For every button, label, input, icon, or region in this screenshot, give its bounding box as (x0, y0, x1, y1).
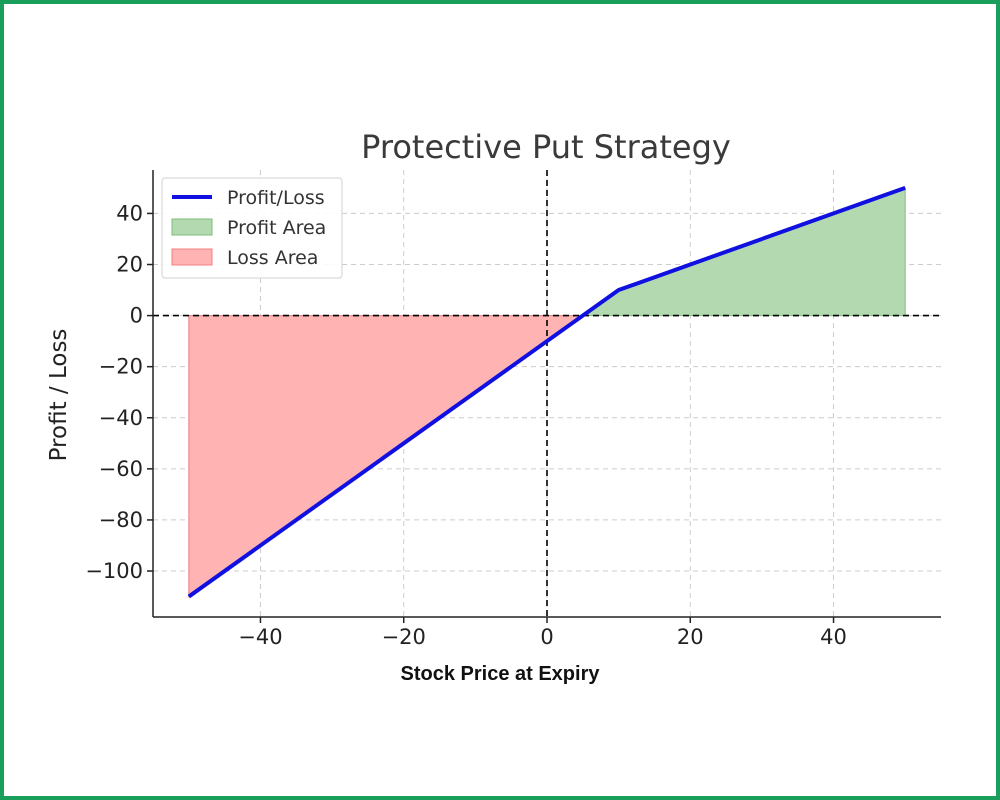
y-tick-label: 40 (116, 201, 143, 225)
legend-swatch-profit-area (171, 218, 213, 236)
tick-labels: −40 −20 0 20 40 40 20 0 −20 −40 −60 −80 −100 (85, 201, 847, 649)
x-tick-label: 20 (677, 625, 704, 649)
legend-label-loss-area: Loss Area (227, 247, 318, 269)
series-lines (187, 185, 906, 599)
reference-lines (153, 170, 941, 617)
legend: Profit/Loss Profit Area Loss Area (161, 177, 343, 279)
chart-title: Protective Put Strategy (361, 128, 731, 166)
x-tick-label: 0 (540, 625, 553, 649)
y-tick-label: −80 (99, 508, 143, 532)
y-tick-label: 0 (130, 304, 143, 328)
y-axis-label: Profit / Loss (46, 329, 72, 462)
x-tick-label: 40 (820, 625, 847, 649)
x-axis-label: Stock Price at Expiry (401, 663, 601, 685)
x-tick-label: −20 (382, 625, 426, 649)
y-tick-label: −60 (99, 457, 143, 481)
legend-label-profit-loss: Profit/Loss (227, 187, 325, 209)
profit-loss-line (187, 185, 906, 599)
legend-label-profit-area: Profit Area (227, 217, 326, 239)
x-tick-label: −40 (238, 625, 282, 649)
y-tick-label: −20 (99, 355, 143, 379)
y-tick-label: 20 (116, 253, 143, 277)
legend-swatch-loss-area (171, 248, 213, 266)
y-tick-label: −40 (99, 406, 143, 430)
y-tick-label: −100 (85, 559, 143, 583)
